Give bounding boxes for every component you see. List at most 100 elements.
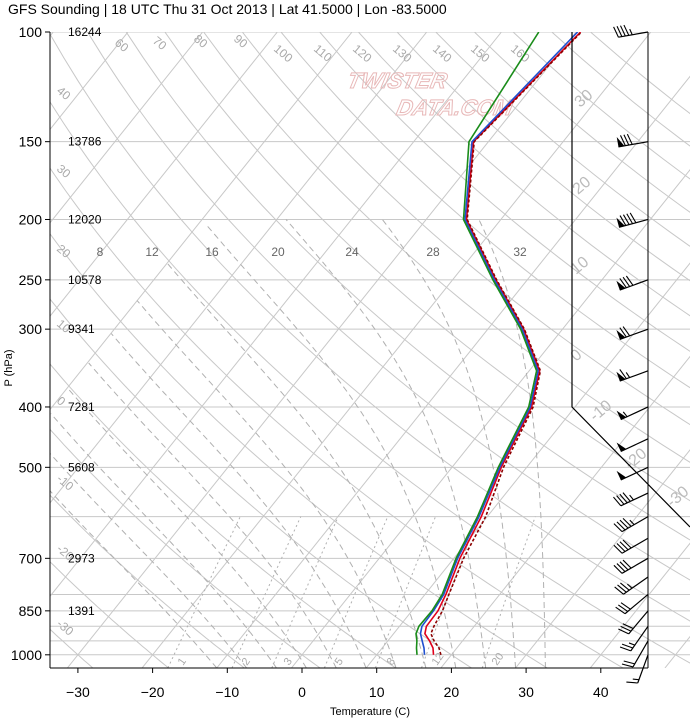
mixing-ratio-bottom-label: 20 <box>490 651 507 668</box>
barb-flag <box>622 517 632 527</box>
pressure-label: 150 <box>19 134 43 150</box>
sounding-line <box>430 32 582 656</box>
barb-pennant <box>616 371 626 382</box>
moist-adiabat <box>382 219 516 668</box>
barb-flag <box>613 26 619 38</box>
moist-adiabat <box>50 490 218 668</box>
watermark-text: TWISTER <box>345 68 449 93</box>
isotherm-line <box>66 32 577 668</box>
sounding-line <box>415 32 540 655</box>
wind-barb <box>616 438 649 453</box>
height-label: 1391 <box>68 604 95 618</box>
barb-half-flag <box>626 583 633 589</box>
mixing-ratio-label: 20 <box>271 245 285 259</box>
barb-flag <box>623 24 630 36</box>
barb-flag <box>619 327 627 338</box>
barb-half-flag <box>629 494 634 501</box>
mixing-ratio-label: 28 <box>426 245 440 259</box>
height-label: 10578 <box>68 273 102 287</box>
barb-flag <box>619 215 627 226</box>
mixing-ratio-bottom-label: 5 <box>333 656 346 668</box>
moist-adiabat <box>50 413 277 668</box>
mixing-ratio-bottom-label: 2 <box>240 656 253 668</box>
pressure-label: 400 <box>19 399 43 415</box>
wind-barb <box>616 326 649 340</box>
barb-flag <box>626 213 634 224</box>
barb-flag <box>622 276 631 287</box>
barb-flag <box>622 539 632 549</box>
dry-adiabat-label: -10 <box>54 472 77 494</box>
mixing-ratio-bottom-label: 3 <box>282 656 295 668</box>
dry-adiabat <box>280 32 690 389</box>
barb-staff <box>632 640 649 668</box>
barb-staff <box>628 610 649 635</box>
dry-adiabat-label: 140 <box>430 42 455 66</box>
barb-staff <box>620 406 649 421</box>
wind-barb <box>616 466 649 481</box>
mixing-ratio-line <box>167 516 241 668</box>
isotherm-line <box>515 449 690 668</box>
barb-staff <box>630 625 649 652</box>
height-label: 13786 <box>68 135 102 149</box>
barb-flag <box>616 543 626 552</box>
dry-adiabat <box>590 32 690 115</box>
temperature-label: −30 <box>66 684 90 700</box>
barb-pennant <box>616 280 626 291</box>
barb-flag <box>623 134 630 146</box>
dry-adiabat <box>50 428 321 668</box>
mixing-ratio-line <box>374 516 436 668</box>
barb-flag <box>626 133 633 145</box>
isotherm-label: -10 <box>587 397 616 425</box>
barb-flag <box>623 660 635 665</box>
moist-adiabat <box>207 225 457 668</box>
dry-adiabat-label: 70 <box>150 34 169 54</box>
sounding-line <box>424 32 582 655</box>
sounding-line <box>419 32 579 655</box>
wind-barb <box>616 212 649 228</box>
wind-barb <box>613 516 649 533</box>
barb-flag <box>616 521 626 531</box>
barb-flag <box>622 326 631 337</box>
pressure-label: 850 <box>19 603 43 619</box>
barb-flag <box>622 492 631 502</box>
dry-adiabat <box>50 232 548 668</box>
wind-barb <box>613 557 649 574</box>
barb-flag <box>619 369 627 380</box>
isotherm-line <box>440 355 690 668</box>
mixing-ratio-label: 12 <box>145 245 159 259</box>
wind-barbs <box>613 24 649 684</box>
barb-pennant <box>616 217 625 228</box>
barb-half-flag <box>632 678 639 681</box>
mixing-ratio-line <box>481 516 536 668</box>
height-label: 5608 <box>68 460 95 474</box>
barb-pennant <box>616 470 627 480</box>
barb-flag <box>616 26 623 37</box>
mixing-ratio-line <box>231 516 302 668</box>
barb-flag <box>619 25 626 37</box>
isotherm-line <box>589 542 690 668</box>
height-label: 16244 <box>68 25 102 39</box>
dry-adiabat-label: 130 <box>390 42 415 66</box>
pressure-label: 200 <box>19 211 43 227</box>
barb-staff <box>620 492 649 507</box>
barb-flag <box>619 541 629 551</box>
temperature-label: 10 <box>369 684 385 700</box>
isotherm-label: 30 <box>572 87 597 112</box>
barb-flag <box>617 584 627 593</box>
barb-flag <box>613 544 623 554</box>
barb-staff <box>621 557 649 574</box>
mixing-ratio-bottom-label: 8 <box>385 656 398 668</box>
isotherm-line <box>365 262 690 668</box>
barb-flag <box>613 564 623 574</box>
barb-flag <box>619 493 628 504</box>
pressure-label: 100 <box>19 24 43 40</box>
barb-half-flag <box>622 411 628 418</box>
dry-adiabat <box>203 32 690 463</box>
wind-barb <box>614 576 649 595</box>
barb-flag <box>625 275 634 286</box>
wind-barb <box>619 625 649 652</box>
wind-panel-outline <box>571 32 690 528</box>
moist-adiabat <box>166 262 427 668</box>
